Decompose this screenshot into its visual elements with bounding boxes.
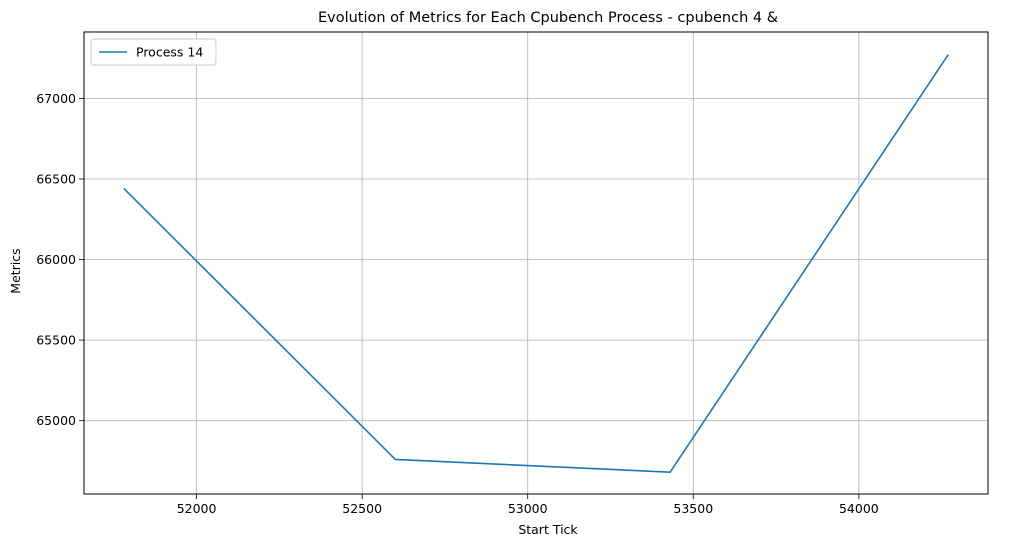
chart-title: Evolution of Metrics for Each Cpubench P… — [318, 10, 778, 26]
x-tick-label: 52500 — [342, 501, 382, 516]
y-tick-label: 67000 — [36, 91, 76, 106]
grid-lines — [84, 32, 988, 494]
x-tick-label: 53000 — [508, 501, 548, 516]
y-axis-label: Metrics — [8, 248, 23, 293]
legend-label-process-14: Process 14 — [136, 45, 203, 60]
series-line-process-14 — [123, 54, 949, 474]
legend-box — [90, 38, 217, 66]
y-tick-label: 65000 — [36, 413, 76, 428]
x-tick-label: 53500 — [673, 501, 713, 516]
y-tick-label: 65500 — [36, 333, 76, 348]
y-axis-ticks: 65000 65500 66000 66500 67000 — [36, 91, 84, 428]
legend: Process 14 — [90, 38, 217, 66]
y-tick-label: 66500 — [36, 171, 76, 186]
x-axis-label: Start Tick — [518, 522, 578, 537]
x-tick-label: 52000 — [177, 501, 217, 516]
series-layer — [123, 54, 949, 474]
y-tick-label: 66000 — [36, 252, 76, 267]
x-axis-ticks: 52000 52500 53000 53500 54000 — [177, 494, 879, 516]
x-tick-label: 54000 — [839, 501, 879, 516]
plot-frame — [83, 31, 989, 495]
